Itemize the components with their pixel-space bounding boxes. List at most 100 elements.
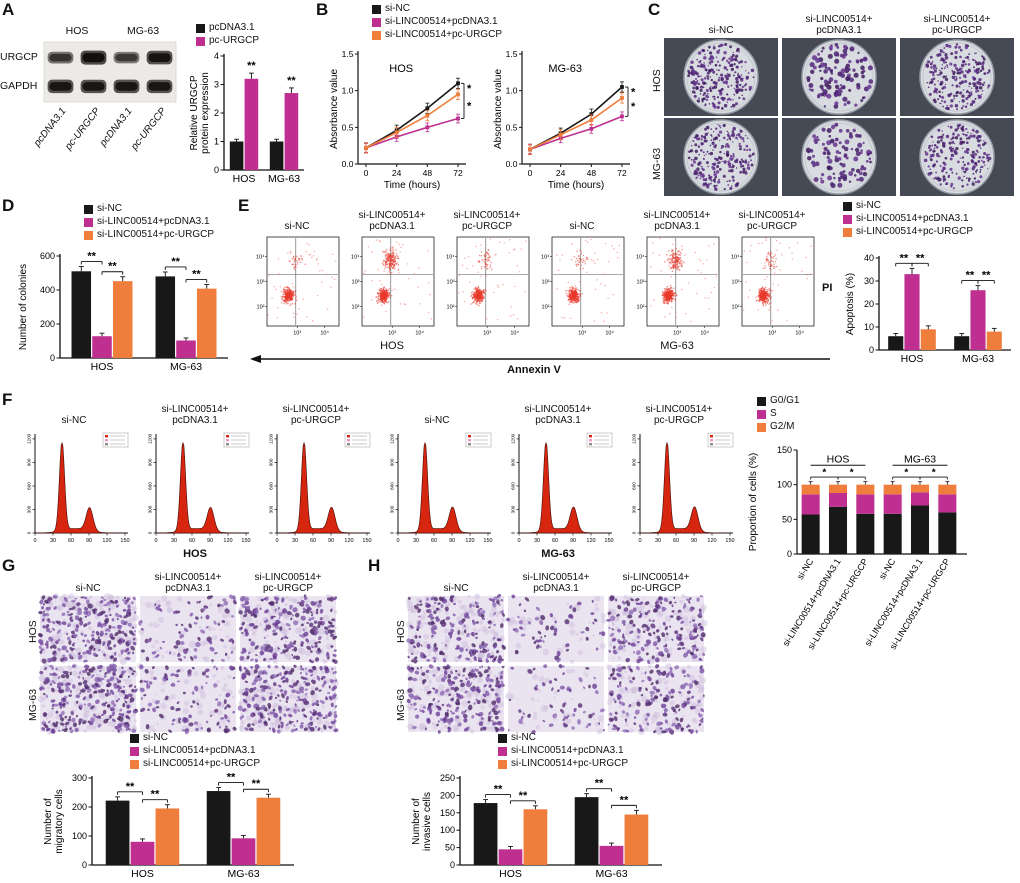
legend-label: si-LINC00514+pc-URGCP	[511, 758, 628, 769]
legend-label: si-LINC00514+pcDNA3.1	[385, 16, 498, 27]
cycle-title: si-NC	[61, 414, 87, 426]
legend-swatch	[843, 227, 852, 237]
svg-text:0: 0	[390, 531, 395, 534]
svg-text:0: 0	[214, 165, 219, 175]
annexin-axis-arrow	[250, 355, 830, 363]
cell-cycle-histogram: 0 30 60 90 120 150 0 300 600 900 1200	[390, 432, 493, 544]
flow-title: si-LINC00514+ pc-URGCP	[738, 209, 806, 232]
svg-text:120: 120	[707, 538, 716, 544]
legend-item: pc-URGCP	[196, 35, 259, 47]
svg-text:30: 30	[50, 538, 56, 544]
svg-text:100: 100	[777, 480, 792, 490]
blot-row-label-urgcp: URGCP	[0, 51, 38, 63]
flow-plot: 10² 10³ 10⁴ 10³ 10⁴	[541, 236, 625, 337]
svg-text:Absorbance value: Absorbance value	[493, 69, 504, 149]
svg-text:Time (hours): Time (hours)	[548, 180, 604, 191]
svg-text:300: 300	[269, 505, 274, 513]
panel-b-legend: si-NC si-LINC00514+pcDNA3.1 si-LINC00514+p…	[372, 3, 502, 41]
svg-text:0: 0	[632, 531, 637, 534]
colony-dish-image	[664, 38, 778, 116]
svg-text:10⁴: 10⁴	[446, 254, 455, 261]
cell-cycle-chart: 0 50 100 150 Proportion of cells (%) si-NC si-…	[748, 445, 967, 651]
panel-b-label: B	[316, 0, 329, 19]
cck8-chart-mg63: 0.0 0.5 1.0 1.5 0 24 48 72 Time (hours) Absorbanc…	[493, 49, 636, 191]
legend-swatch	[372, 17, 381, 27]
legend-label: si-LINC00514+pc-URGCP	[97, 229, 214, 240]
panel-a-legend: pcDNA3.1 pc-URGCP	[196, 22, 259, 47]
svg-text:60: 60	[673, 538, 679, 544]
svg-text:**: **	[916, 252, 925, 264]
flow-plot: 10² 10³ 10⁴ 10³ 10⁴	[351, 236, 435, 337]
svg-text:10²: 10²	[732, 304, 740, 310]
svg-text:150: 150	[120, 538, 129, 544]
legend-swatch	[196, 36, 205, 46]
invasion-image	[506, 594, 607, 664]
legend-label: si-LINC00514+pcDNA3.1	[97, 216, 210, 227]
panel-a-label: A	[2, 0, 15, 19]
svg-text:90: 90	[691, 538, 697, 544]
svg-text:3: 3	[214, 80, 219, 90]
svg-text:1200: 1200	[269, 433, 274, 444]
svg-text:10³: 10³	[732, 280, 740, 286]
svg-text:150: 150	[241, 538, 250, 544]
migration-image	[237, 664, 339, 734]
svg-text:si-NC: si-NC	[877, 556, 898, 581]
legend-label: S	[770, 408, 777, 419]
legend-label: si-NC	[97, 203, 122, 214]
colony-col-header: si-LINC00514+ pc-URGCP	[923, 13, 991, 36]
cycle-title: si-NC	[424, 414, 450, 426]
svg-text:150: 150	[604, 538, 613, 544]
svg-text:72: 72	[453, 168, 463, 178]
svg-text:10²: 10²	[637, 304, 645, 310]
svg-text:90: 90	[328, 538, 334, 544]
svg-text:20: 20	[864, 299, 874, 309]
svg-text:10⁴: 10⁴	[605, 330, 614, 337]
svg-text:900: 900	[27, 458, 32, 466]
svg-text:900: 900	[390, 458, 395, 466]
svg-text:30: 30	[413, 538, 419, 544]
svg-text:90: 90	[86, 538, 92, 544]
svg-text:1.0: 1.0	[342, 86, 354, 96]
svg-text:*: *	[631, 101, 636, 113]
svg-text:0: 0	[269, 531, 274, 534]
svg-text:600: 600	[632, 482, 637, 490]
svg-text:600: 600	[269, 482, 274, 490]
svg-text:2: 2	[214, 108, 219, 118]
svg-text:10³: 10³	[542, 280, 550, 286]
colony-dish-image	[782, 38, 896, 116]
svg-text:300: 300	[632, 505, 637, 513]
invasion-image	[606, 663, 706, 736]
cycle-title: si-LINC00514+ pc-URGCP	[645, 403, 713, 426]
legend-item: si-LINC00514+pc-URGCP	[130, 758, 260, 770]
svg-text:10³: 10³	[388, 331, 396, 337]
svg-text:200: 200	[40, 319, 55, 329]
svg-text:**: **	[108, 261, 117, 273]
legend-label: pcDNA3.1	[209, 22, 255, 33]
migration-image	[138, 594, 237, 664]
svg-text:1: 1	[214, 137, 219, 147]
flow-group-label-hos: HOS	[380, 340, 404, 352]
migration-row-label: HOS	[27, 620, 39, 643]
svg-text:0: 0	[787, 549, 792, 559]
flow-title: si-NC	[569, 220, 595, 232]
svg-text:0: 0	[275, 538, 278, 544]
svg-text:40: 40	[864, 253, 874, 263]
apoptosis-chart: 0 10 20 30 40 Apoptosis (%) HOS MG-63 ** ** ** **	[845, 252, 1011, 365]
panel-c-label: C	[648, 0, 661, 19]
svg-text:150: 150	[483, 538, 492, 544]
svg-text:30: 30	[171, 538, 177, 544]
svg-text:**: **	[247, 60, 256, 72]
svg-text:90: 90	[207, 538, 213, 544]
svg-text:1.0: 1.0	[506, 86, 518, 96]
svg-text:0: 0	[33, 538, 36, 544]
invasion-col-header: si-LINC00514+ pc-URGCP	[622, 571, 690, 594]
svg-text:4: 4	[214, 51, 219, 61]
cell-cycle-histogram: 0 30 60 90 120 150 0 300 600 900 1200	[632, 432, 735, 544]
legend-item: si-LINC00514+pcDNA3.1	[130, 745, 260, 757]
svg-text:MG-63: MG-63	[548, 63, 582, 75]
svg-text:1200: 1200	[511, 433, 516, 444]
cellline-label-mg63: MG-63	[126, 25, 160, 37]
svg-text:10⁴: 10⁴	[700, 330, 709, 337]
migration-image	[136, 663, 237, 735]
